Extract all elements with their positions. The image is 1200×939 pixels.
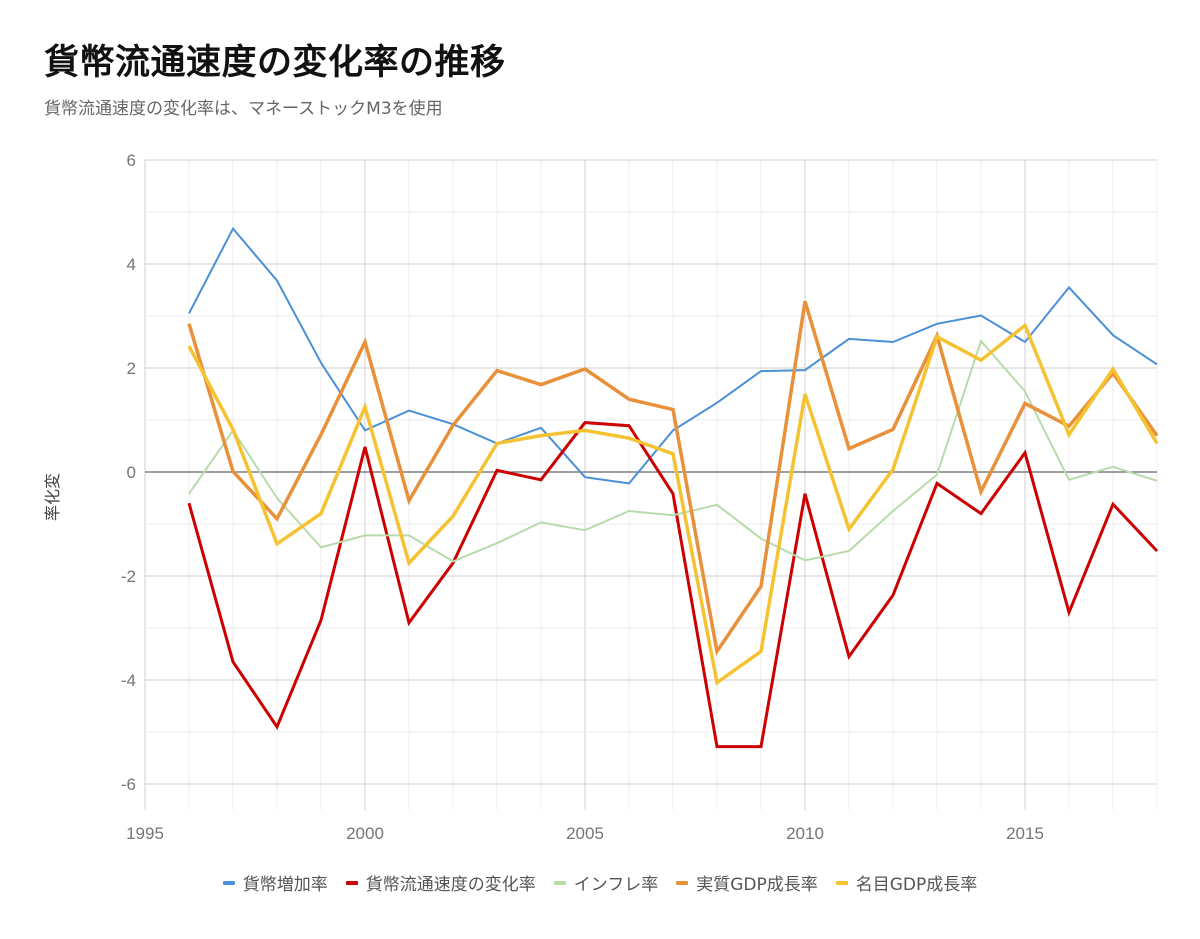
y-tick-label: -6: [121, 775, 136, 794]
line-chart: 6 4 2 0 -2 -4 -6 1995 2000 2005 2010 2015 率化変: [43, 151, 1159, 843]
legend-item[interactable]: 貨幣増加率: [222, 870, 328, 895]
legend-label: 貨幣流通速度の変化率: [365, 875, 536, 895]
chart-subtitle: 貨幣流通速度の変化率は、マネーストックM3を使用: [44, 99, 443, 119]
y-tick-label: 6: [127, 151, 136, 170]
legend-item[interactable]: 名目GDP成長率: [835, 870, 978, 895]
legend-swatch: [553, 880, 566, 885]
legend-swatch: [676, 880, 689, 885]
chart-title: 貨幣流通速度の変化率の推移: [44, 43, 506, 83]
series-line-2: [187, 421, 1159, 749]
y-tick-label: -2: [121, 567, 136, 586]
y-tick-label: 0: [127, 463, 136, 482]
legend-label: 実質GDP成長率: [696, 875, 818, 895]
series-line-4: [187, 300, 1159, 656]
x-tick-label: 1995: [126, 824, 164, 843]
legend-label: インフレ率: [573, 875, 659, 895]
series-line-3: [188, 339, 1158, 563]
legend-swatch: [345, 880, 358, 885]
legend-item[interactable]: 貨幣流通速度の変化率: [345, 870, 536, 895]
y-tick-label: 4: [127, 255, 136, 274]
x-tick-label: 2010: [786, 824, 824, 843]
series-line-1: [188, 226, 1158, 485]
x-tick-label: 2000: [346, 824, 384, 843]
chart-legend: 貨幣増加率 貨幣流通速度の変化率 インフレ率 実質GDP成長率 名目GDP成長率: [0, 870, 1200, 895]
y-axis-label: 率化変: [43, 473, 62, 521]
legend-swatch: [222, 880, 235, 885]
legend-item[interactable]: 実質GDP成長率: [676, 870, 818, 895]
y-tick-label: -4: [121, 671, 136, 690]
legend-label: 名目GDP成長率: [855, 875, 978, 895]
legend-item[interactable]: インフレ率: [553, 870, 659, 895]
series-line-5: [187, 322, 1159, 686]
y-tick-label: 2: [127, 359, 136, 378]
x-tick-label: 2005: [566, 824, 604, 843]
legend-label: 貨幣増加率: [242, 875, 328, 895]
legend-swatch: [835, 880, 848, 885]
x-tick-label: 2015: [1006, 824, 1044, 843]
